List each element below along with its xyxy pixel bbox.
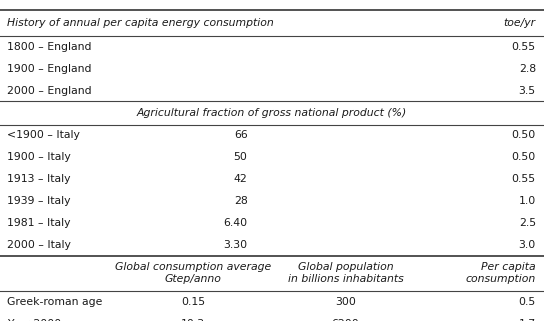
Text: 42: 42 bbox=[234, 174, 248, 184]
Text: 0.50: 0.50 bbox=[511, 130, 536, 141]
Text: 0.50: 0.50 bbox=[511, 152, 536, 162]
Text: Global consumption average
Gtep/anno: Global consumption average Gtep/anno bbox=[115, 262, 271, 284]
Text: 1981 – Italy: 1981 – Italy bbox=[7, 218, 71, 228]
Text: <1900 – Italy: <1900 – Italy bbox=[7, 130, 80, 141]
Text: 28: 28 bbox=[234, 196, 248, 206]
Text: 1900 – England: 1900 – England bbox=[7, 64, 91, 74]
Text: 2.5: 2.5 bbox=[519, 218, 536, 228]
Text: 1939 – Italy: 1939 – Italy bbox=[7, 196, 71, 206]
Text: 1.0: 1.0 bbox=[518, 196, 536, 206]
Text: 3.5: 3.5 bbox=[519, 85, 536, 96]
Text: 2000 – Italy: 2000 – Italy bbox=[7, 239, 71, 250]
Text: 10.3: 10.3 bbox=[181, 318, 205, 321]
Text: 1900 – Italy: 1900 – Italy bbox=[7, 152, 71, 162]
Text: Global population
in billions inhabitants: Global population in billions inhabitant… bbox=[288, 262, 403, 284]
Text: 50: 50 bbox=[233, 152, 248, 162]
Text: 66: 66 bbox=[234, 130, 248, 141]
Text: 3.30: 3.30 bbox=[224, 239, 248, 250]
Text: 6200: 6200 bbox=[331, 318, 360, 321]
Text: 0.15: 0.15 bbox=[181, 297, 205, 307]
Text: 2.8: 2.8 bbox=[519, 64, 536, 74]
Text: 1800 – England: 1800 – England bbox=[7, 42, 91, 52]
Text: 2000 – England: 2000 – England bbox=[7, 85, 92, 96]
Text: 1.7: 1.7 bbox=[519, 318, 536, 321]
Text: 1913 – Italy: 1913 – Italy bbox=[7, 174, 71, 184]
Text: 6.40: 6.40 bbox=[224, 218, 248, 228]
Text: 3.0: 3.0 bbox=[518, 239, 536, 250]
Text: History of annual per capita energy consumption: History of annual per capita energy cons… bbox=[7, 18, 274, 28]
Text: Per capita
consumption: Per capita consumption bbox=[466, 262, 536, 284]
Text: 0.55: 0.55 bbox=[512, 174, 536, 184]
Text: Greek-roman age: Greek-roman age bbox=[7, 297, 102, 307]
Text: 300: 300 bbox=[335, 297, 356, 307]
Text: 0.55: 0.55 bbox=[512, 42, 536, 52]
Text: Agricultural fraction of gross national product (%): Agricultural fraction of gross national … bbox=[137, 108, 407, 118]
Text: toe/yr: toe/yr bbox=[504, 18, 536, 28]
Text: 0.5: 0.5 bbox=[518, 297, 536, 307]
Text: Year 2000: Year 2000 bbox=[7, 318, 61, 321]
